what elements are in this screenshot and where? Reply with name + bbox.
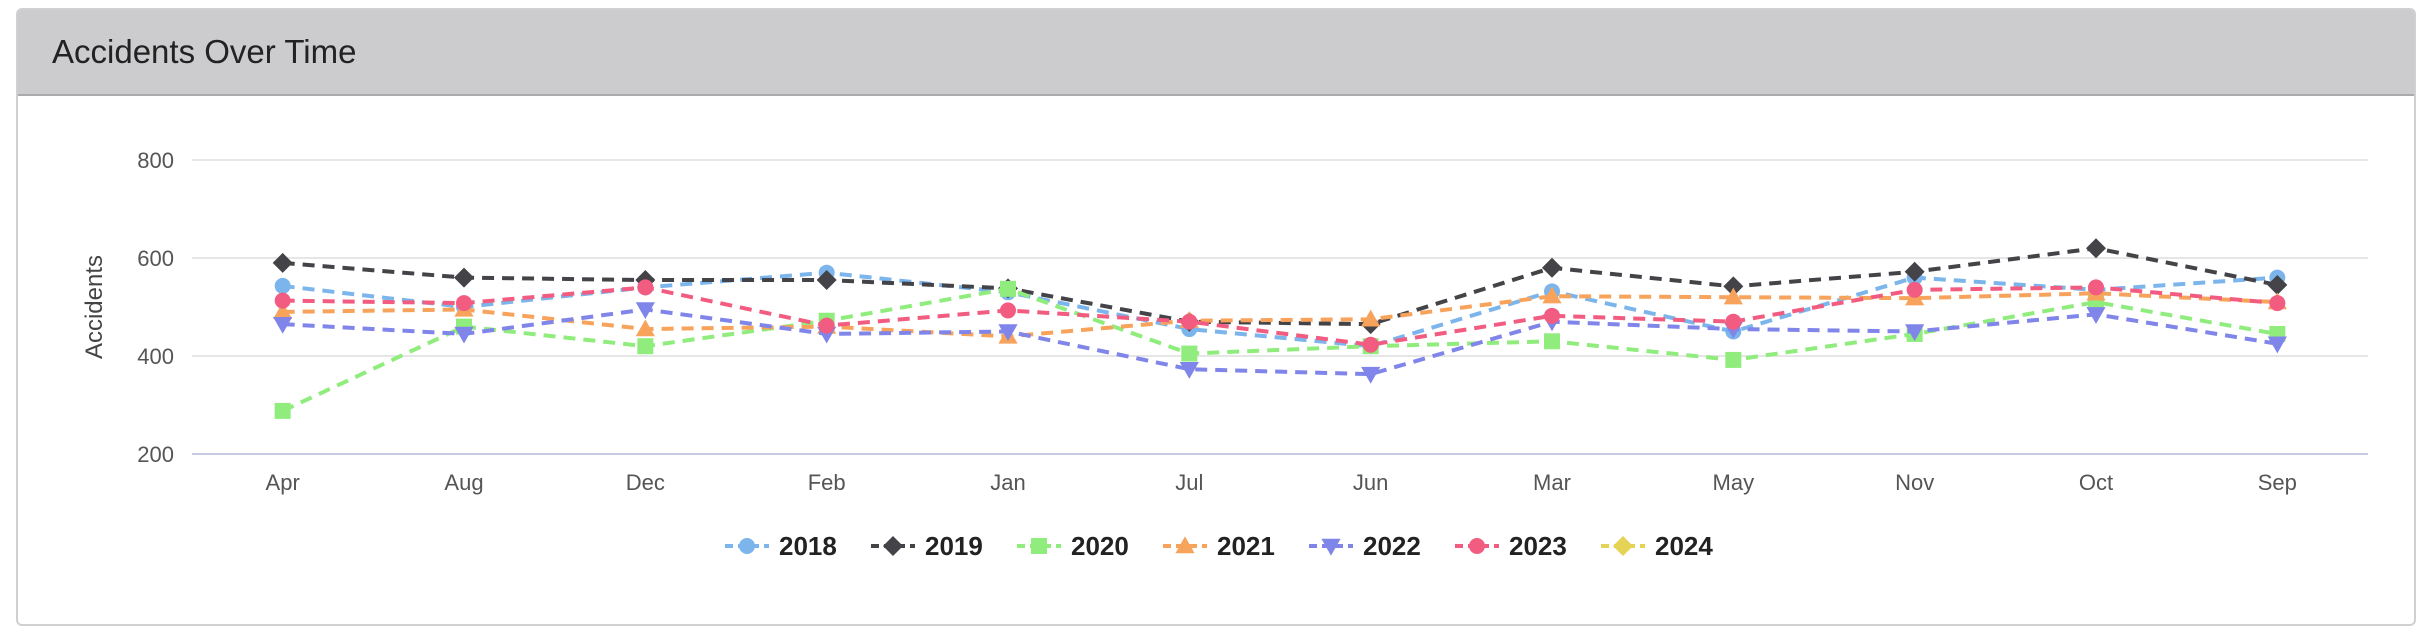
data-point bbox=[1361, 366, 1381, 384]
y-tick-label: 800 bbox=[137, 148, 174, 173]
x-tick-label: Nov bbox=[1895, 470, 1934, 495]
data-point bbox=[2267, 274, 2288, 295]
data-point bbox=[454, 267, 474, 288]
legend-item-2018[interactable]: 2018 bbox=[725, 531, 837, 561]
series-2022 bbox=[273, 302, 2287, 384]
legend-label: 2021 bbox=[1217, 531, 1275, 561]
legend-label: 2022 bbox=[1363, 531, 1421, 561]
legend-label: 2024 bbox=[1655, 531, 1713, 561]
legend-marker bbox=[1321, 538, 1341, 556]
series-2023 bbox=[274, 279, 2286, 353]
series-line bbox=[282, 307, 2278, 377]
data-point bbox=[1544, 333, 1560, 350]
series-2018 bbox=[274, 264, 2286, 355]
data-point bbox=[816, 270, 837, 291]
data-point bbox=[274, 292, 291, 309]
y-tick-label: 200 bbox=[137, 442, 174, 467]
data-point bbox=[1181, 313, 1198, 330]
legend-marker bbox=[1031, 538, 1047, 554]
grid-lines bbox=[192, 159, 2368, 455]
data-point bbox=[1179, 362, 1199, 379]
legend-marker bbox=[1175, 536, 1195, 554]
data-point bbox=[1181, 345, 1198, 362]
accidents-line-chart: 200 400 600 800 Apr Aug Dec Feb Jan Jul Jun Mar May… bbox=[81, 148, 2368, 561]
data-point bbox=[635, 302, 655, 320]
data-point bbox=[274, 402, 291, 419]
data-point bbox=[637, 279, 654, 296]
legend-item-2023[interactable]: 2023 bbox=[1455, 531, 1567, 561]
data-point bbox=[1000, 280, 1016, 297]
y-axis-ticks: 200 400 600 800 bbox=[137, 148, 174, 467]
legend-item-2021[interactable]: 2021 bbox=[1163, 531, 1275, 561]
data-point bbox=[1725, 313, 1742, 330]
data-point bbox=[454, 326, 474, 344]
x-tick-label: Sep bbox=[2258, 470, 2297, 495]
data-point bbox=[1905, 324, 1925, 342]
legend-item-2024[interactable]: 2024 bbox=[1601, 531, 1713, 561]
data-point bbox=[1723, 276, 1744, 297]
data-point bbox=[272, 252, 293, 273]
data-point bbox=[2267, 336, 2287, 354]
x-tick-label: May bbox=[1713, 470, 1755, 495]
x-tick-label: Aug bbox=[444, 470, 483, 495]
data-point bbox=[818, 317, 835, 334]
data-point bbox=[637, 338, 654, 355]
legend-marker bbox=[739, 538, 755, 554]
data-point bbox=[2269, 295, 2286, 312]
legend-item-2020[interactable]: 2020 bbox=[1017, 531, 1129, 561]
data-point bbox=[1542, 257, 1562, 278]
chart-panel: Accidents Over Time 200 400 600 800 Apr Aug D… bbox=[16, 8, 2416, 626]
series-line bbox=[282, 246, 2278, 327]
x-tick-label: Apr bbox=[266, 470, 300, 495]
data-point bbox=[273, 302, 293, 320]
data-point bbox=[1904, 261, 1925, 282]
data-point bbox=[1362, 336, 1379, 353]
data-point bbox=[2086, 307, 2106, 324]
data-point bbox=[2088, 279, 2104, 296]
series-line bbox=[281, 286, 2278, 413]
y-axis-title: Accidents bbox=[81, 255, 108, 359]
data-point bbox=[2086, 238, 2106, 259]
data-point bbox=[1723, 287, 1743, 305]
x-axis-ticks: Apr Aug Dec Feb Jan Jul Jun Mar May Nov Oct Sep bbox=[266, 470, 2297, 495]
series-line bbox=[282, 285, 2278, 347]
data-point bbox=[1000, 302, 1016, 319]
x-tick-label: Jan bbox=[990, 470, 1025, 495]
legend-label: 2018 bbox=[779, 531, 837, 561]
x-tick-label: Oct bbox=[2079, 470, 2113, 495]
data-point bbox=[635, 319, 655, 337]
data-point bbox=[456, 295, 472, 312]
legend: 2018 2019 2020 2021 2022 2023 2024 bbox=[725, 531, 1713, 561]
data-point bbox=[1361, 309, 1381, 327]
series-2020 bbox=[274, 280, 2286, 419]
data-point bbox=[1542, 286, 1562, 304]
series-line bbox=[282, 291, 2278, 339]
data-point bbox=[1906, 281, 1923, 298]
data-point bbox=[273, 316, 293, 334]
legend-label: 2020 bbox=[1071, 531, 1129, 561]
panel-header: Accidents Over Time bbox=[18, 10, 2414, 96]
legend-marker bbox=[883, 536, 903, 556]
x-tick-label: Mar bbox=[1533, 470, 1571, 495]
legend-item-2022[interactable]: 2022 bbox=[1309, 531, 1421, 561]
x-tick-label: Feb bbox=[808, 470, 846, 495]
legend-item-2019[interactable]: 2019 bbox=[871, 531, 983, 561]
series-group bbox=[272, 238, 2288, 419]
panel-title: Accidents Over Time bbox=[52, 33, 357, 70]
x-tick-label: Jul bbox=[1175, 470, 1203, 495]
data-point bbox=[1544, 307, 1560, 324]
data-point bbox=[274, 277, 291, 294]
data-point bbox=[998, 324, 1018, 342]
x-tick-label: Dec bbox=[626, 470, 665, 495]
legend-label: 2019 bbox=[925, 531, 983, 561]
y-tick-label: 600 bbox=[137, 246, 174, 271]
y-tick-label: 400 bbox=[137, 344, 174, 369]
x-tick-label: Jun bbox=[1353, 470, 1388, 495]
series-line bbox=[282, 270, 2278, 349]
legend-marker bbox=[1469, 538, 1485, 554]
data-point bbox=[1725, 351, 1742, 368]
legend-marker bbox=[1613, 536, 1633, 556]
legend-label: 2023 bbox=[1509, 531, 1567, 561]
